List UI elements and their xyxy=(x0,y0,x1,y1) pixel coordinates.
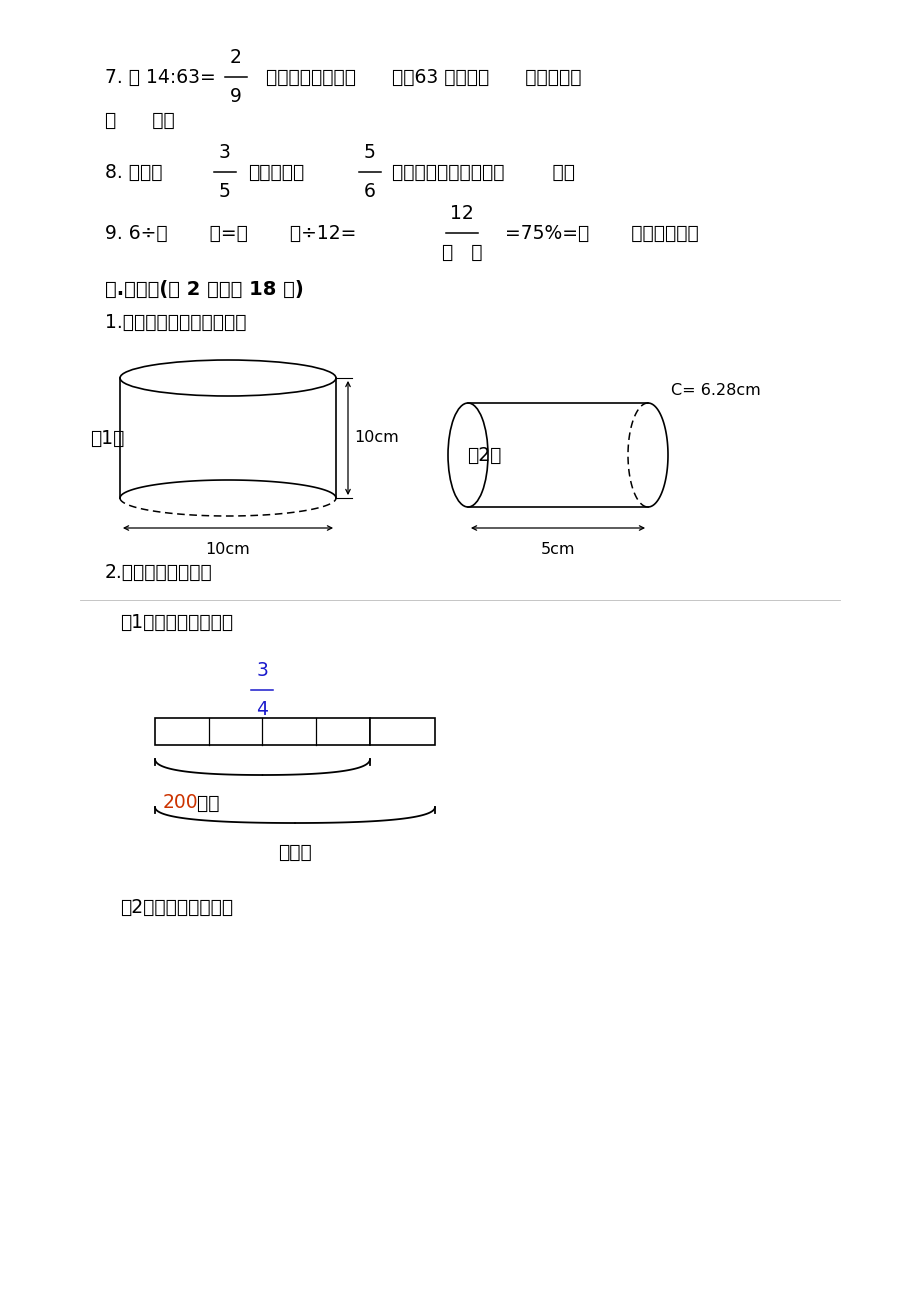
Text: ？千克: ？千克 xyxy=(278,842,312,862)
Text: 2.看图列式并计算。: 2.看图列式并计算。 xyxy=(105,562,212,582)
Text: 7. 在 14:63=: 7. 在 14:63= xyxy=(105,68,216,86)
Bar xyxy=(154,717,369,745)
Text: （      ）。: （ ）。 xyxy=(105,111,175,129)
Text: C= 6.28cm: C= 6.28cm xyxy=(670,383,760,398)
Bar xyxy=(369,717,435,745)
Text: 9: 9 xyxy=(230,87,242,105)
Text: =75%=（       ）（折扣数）: =75%=（ ）（折扣数） xyxy=(505,224,698,242)
Text: 10cm: 10cm xyxy=(206,542,250,557)
Text: 3: 3 xyxy=(219,143,231,161)
Text: 中，比的前项是（      ），63 是比的（      ），比值是: 中，比的前项是（ ），63 是比的（ ），比值是 xyxy=(260,68,581,86)
Text: 200: 200 xyxy=(163,793,199,812)
Text: （   ）: （ ） xyxy=(441,243,482,262)
Text: （1）看图列式计算。: （1）看图列式计算。 xyxy=(119,612,233,631)
Text: 千克: 千克 xyxy=(191,793,220,812)
Text: 2: 2 xyxy=(230,48,242,66)
Text: 四.计算题(共 2 题，共 18 分): 四.计算题(共 2 题，共 18 分) xyxy=(105,280,303,298)
Text: 1.计算下面圆柱的表面积。: 1.计算下面圆柱的表面积。 xyxy=(105,312,246,332)
Text: 5: 5 xyxy=(364,143,376,161)
Text: 5cm: 5cm xyxy=(540,542,574,557)
Text: 3: 3 xyxy=(256,661,268,680)
Text: 6: 6 xyxy=(364,182,376,201)
Text: （2）看图列式计算。: （2）看图列式计算。 xyxy=(119,897,233,917)
Text: 等于乙数的: 等于乙数的 xyxy=(248,163,304,181)
Text: 4: 4 xyxy=(256,700,268,719)
Text: ，乙数与甲数的比是（        ）。: ，乙数与甲数的比是（ ）。 xyxy=(391,163,574,181)
Text: 8. 甲数的: 8. 甲数的 xyxy=(105,163,163,181)
Text: （2）: （2） xyxy=(467,445,501,465)
Text: 10cm: 10cm xyxy=(354,431,398,445)
Text: （1）: （1） xyxy=(90,428,124,448)
Text: 9. 6÷（       ）=（       ）÷12=: 9. 6÷（ ）=（ ）÷12= xyxy=(105,224,356,242)
Text: 5: 5 xyxy=(219,182,231,201)
Text: 12: 12 xyxy=(449,204,473,223)
